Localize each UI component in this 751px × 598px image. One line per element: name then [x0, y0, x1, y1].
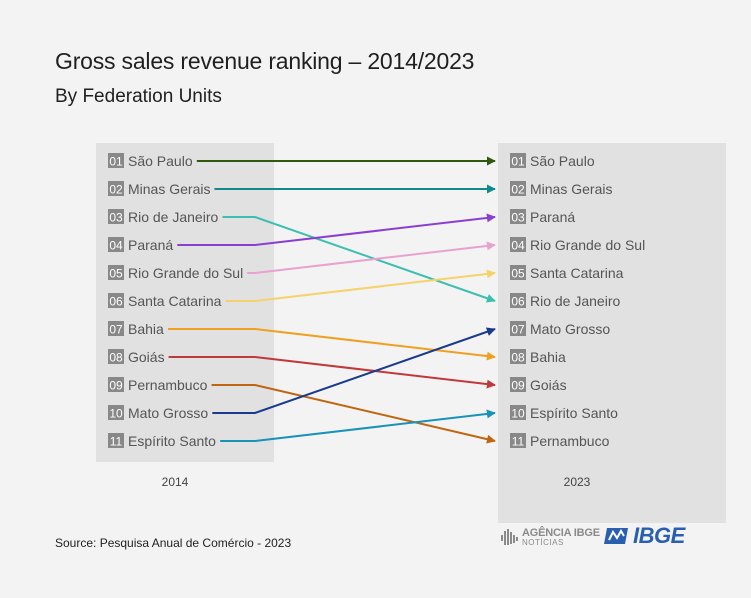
- right-state-label: Santa Catarina: [530, 265, 624, 281]
- left-state-label: Espírito Santo: [128, 433, 216, 449]
- left-rank-badge: [108, 237, 124, 252]
- right-state-label: Mato Grosso: [530, 321, 610, 337]
- right-rank-number: 04: [511, 239, 525, 253]
- right-rank-number: 05: [511, 267, 525, 281]
- right-rank-badge: [510, 405, 526, 420]
- left-year-label: 2014: [162, 475, 189, 489]
- left-rank-number: 03: [109, 211, 123, 225]
- left-rank-badge: [108, 433, 124, 448]
- left-state-label: Pernambuco: [128, 377, 208, 393]
- ranking-line-santa-catarina: [225, 269, 496, 302]
- left-rank-number: 11: [110, 435, 123, 449]
- right-state-label: Rio Grande do Sul: [530, 237, 645, 253]
- left-rank-badge: [108, 293, 124, 308]
- left-rank-badge: [108, 265, 124, 280]
- left-state-label: Santa Catarina: [128, 293, 222, 309]
- left-state-label: Mato Grosso: [128, 405, 208, 421]
- left-rank-number: 05: [109, 267, 123, 281]
- left-state-label: Paraná: [128, 237, 173, 253]
- left-rank-number: 09: [109, 379, 123, 393]
- ranking-line-rio-grande-do-sul: [247, 241, 496, 274]
- right-rank-number: 10: [511, 407, 525, 421]
- right-rank-number: 11: [512, 435, 525, 449]
- right-rank-badge: [510, 209, 526, 224]
- right-rank-badge: [510, 265, 526, 280]
- right-rank-number: 02: [511, 183, 525, 197]
- left-rank-badge: [108, 321, 124, 336]
- left-rank-number: 08: [109, 351, 123, 365]
- left-state-label: São Paulo: [128, 153, 193, 169]
- right-rank-number: 08: [511, 351, 525, 365]
- ranking-line-goias: [168, 356, 496, 389]
- agencia-ibge-logo: AGÊNCIA IBGE NOTÍCIAS: [499, 527, 600, 547]
- right-state-label: Goiás: [530, 377, 567, 393]
- ibge-mark-icon: [604, 528, 628, 544]
- chart-title: Gross sales revenue ranking – 2014/2023: [55, 48, 475, 74]
- right-state-label: Bahia: [530, 349, 566, 365]
- left-state-label: Rio de Janeiro: [128, 209, 218, 225]
- right-year-label: 2023: [564, 475, 591, 489]
- ibge-logo: IBGE: [604, 525, 685, 547]
- right-rank-badge: [510, 153, 526, 168]
- right-rank-number: 09: [511, 379, 525, 393]
- right-panel: [498, 143, 726, 523]
- left-rank-badge: [108, 153, 124, 168]
- chart-subtitle: By Federation Units: [55, 86, 222, 107]
- ranking-line-bahia: [168, 328, 496, 361]
- left-state-label: Goiás: [128, 349, 165, 365]
- right-state-label: São Paulo: [530, 153, 595, 169]
- right-rank-badge: [510, 377, 526, 392]
- agencia-logo-line1: AGÊNCIA IBGE: [522, 526, 600, 539]
- left-rank-number: 07: [109, 323, 123, 337]
- left-rank-number: 04: [109, 239, 123, 253]
- ranking-line-rio-de-janeiro: [222, 216, 496, 303]
- left-rank-number: 01: [109, 155, 123, 169]
- left-state-label: Bahia: [128, 321, 164, 337]
- agencia-logo-line2: NOTÍCIAS: [522, 537, 564, 547]
- agencia-mark-icon: [501, 529, 518, 545]
- right-state-label: Minas Gerais: [530, 181, 612, 197]
- left-rank-number: 06: [109, 295, 123, 309]
- right-rank-badge: [510, 181, 526, 196]
- right-rank-number: 03: [511, 211, 525, 225]
- left-state-label: Rio Grande do Sul: [128, 265, 243, 281]
- left-panel: [96, 143, 274, 462]
- right-state-label: Pernambuco: [530, 433, 610, 449]
- left-rank-number: 02: [109, 183, 123, 197]
- left-rank-badge: [108, 209, 124, 224]
- right-rank-number: 06: [511, 295, 525, 309]
- left-rank-badge: [108, 349, 124, 364]
- source-note: Source: Pesquisa Anual de Comércio - 202…: [55, 536, 292, 550]
- right-rank-badge: [510, 293, 526, 308]
- left-state-label: Minas Gerais: [128, 181, 210, 197]
- right-rank-number: 07: [511, 323, 525, 337]
- left-rank-badge: [108, 377, 124, 392]
- right-rank-badge: [510, 433, 526, 448]
- left-rank-badge: [108, 181, 124, 196]
- left-rank-number: 10: [109, 407, 123, 421]
- right-rank-number: 01: [511, 155, 525, 169]
- right-state-label: Rio de Janeiro: [530, 293, 620, 309]
- left-rank-badge: [108, 405, 124, 420]
- right-rank-badge: [510, 349, 526, 364]
- ibge-logo-text: IBGE: [633, 523, 685, 548]
- ranking-line-espirito-santo: [220, 409, 496, 442]
- ranking-line-mato-grosso: [212, 327, 496, 414]
- right-state-label: Paraná: [530, 209, 575, 225]
- right-state-label: Espírito Santo: [530, 405, 618, 421]
- right-rank-badge: [510, 237, 526, 252]
- ranking-line-parana: [177, 213, 496, 246]
- right-rank-badge: [510, 321, 526, 336]
